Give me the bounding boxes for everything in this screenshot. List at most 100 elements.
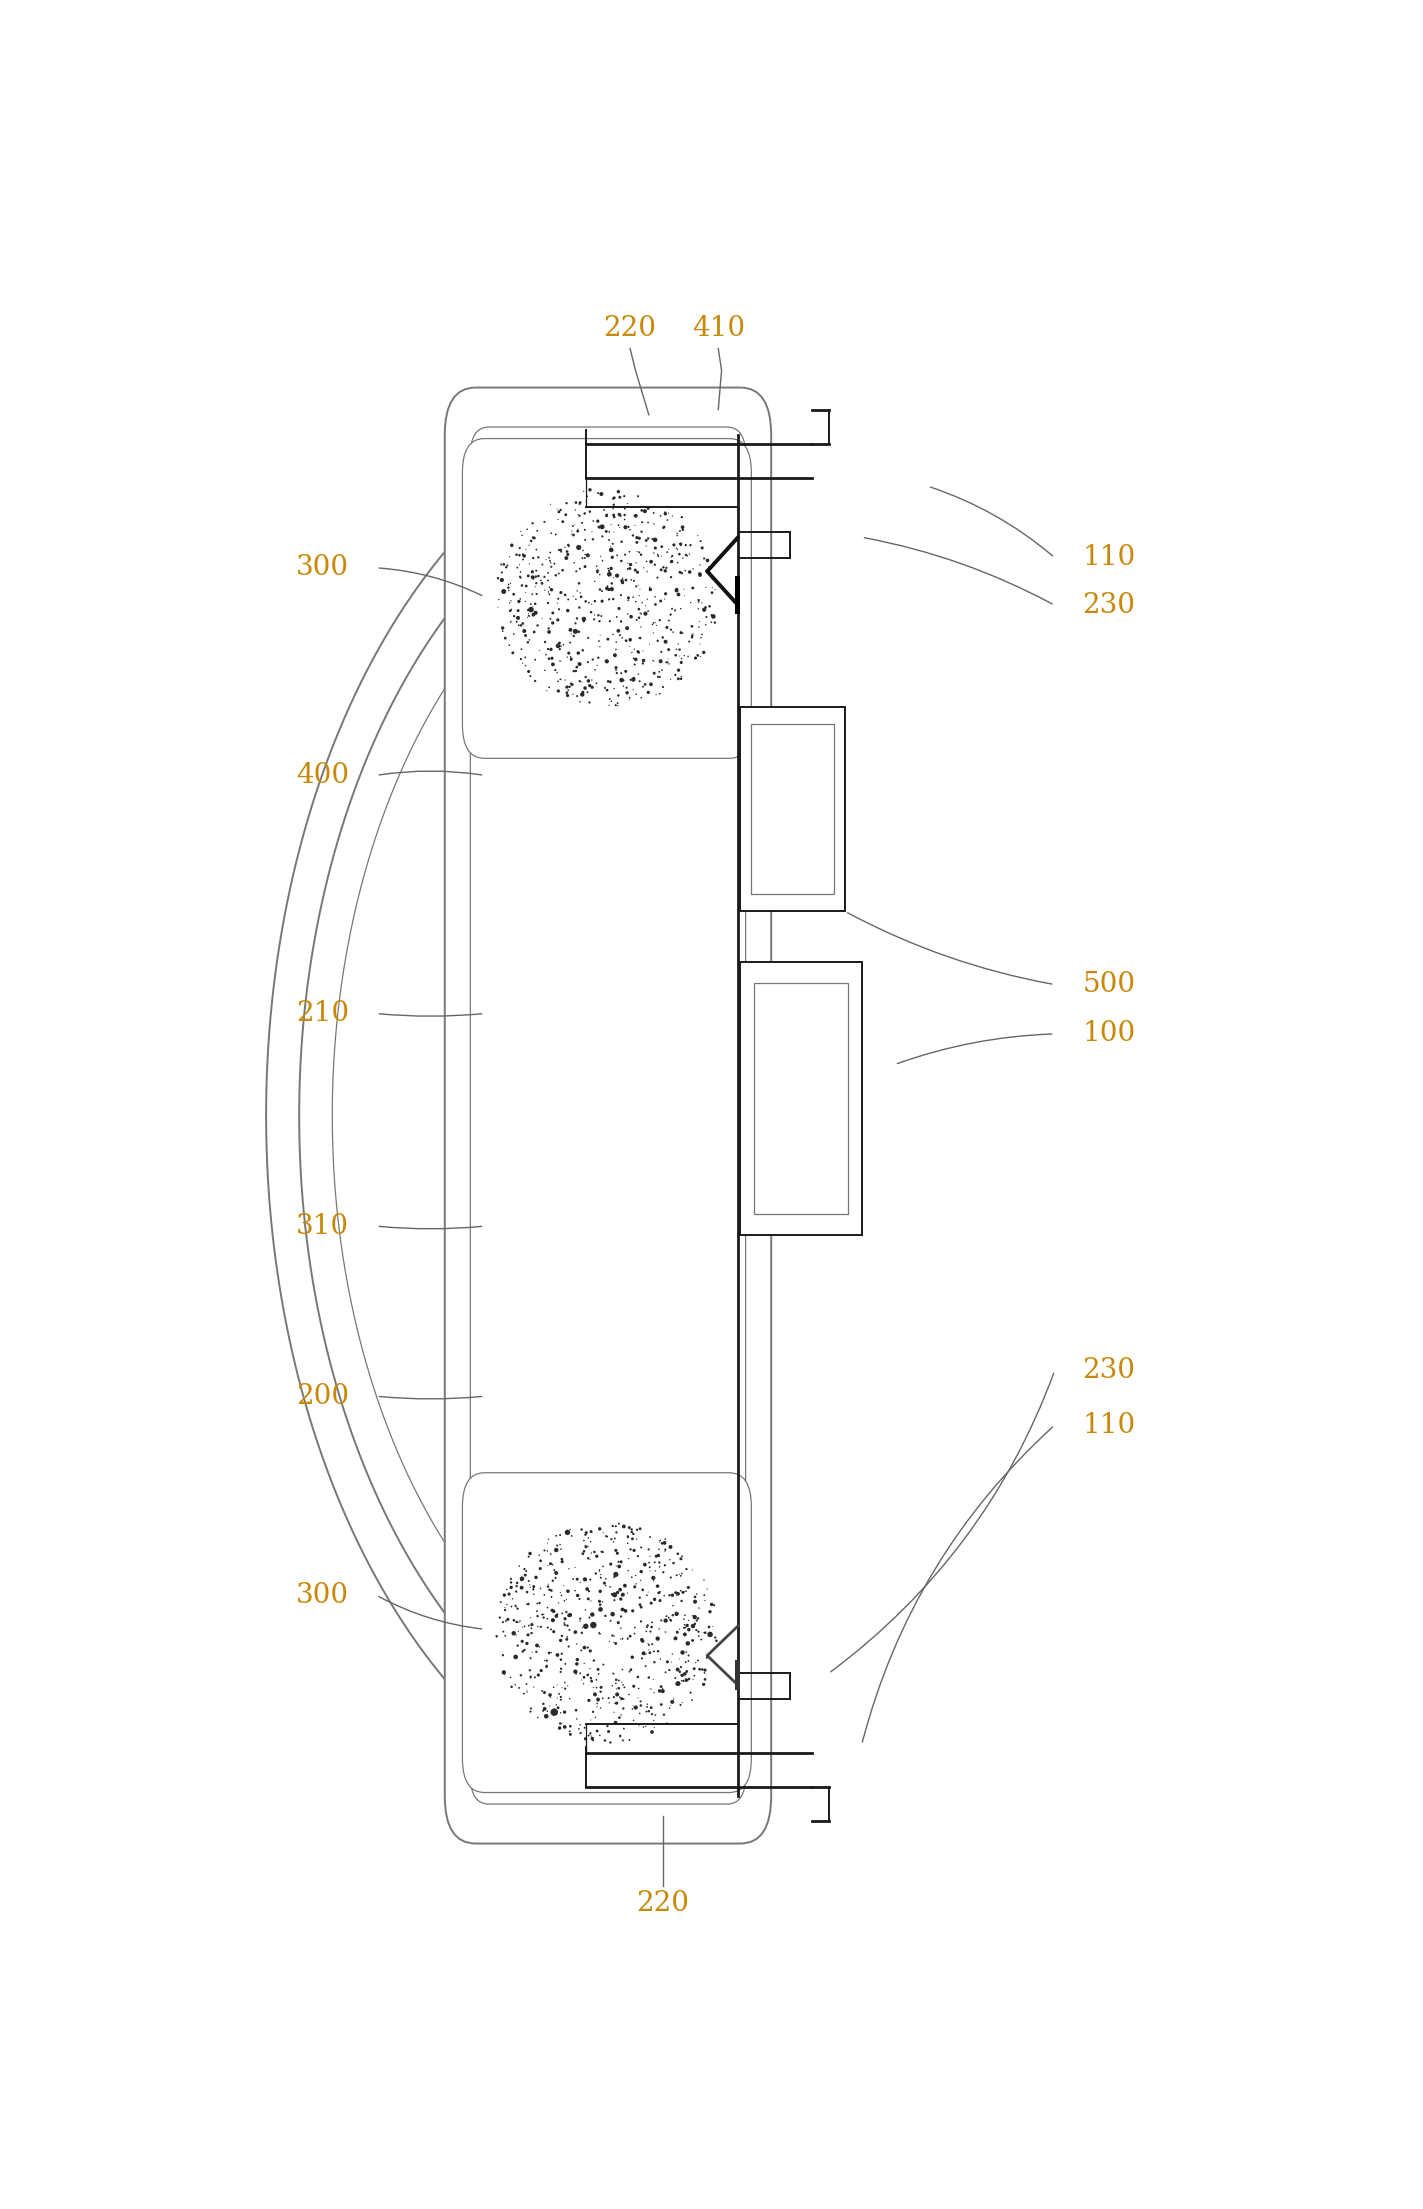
Point: [541, 1575, 564, 1610]
Text: 410: 410: [692, 314, 744, 342]
Point: [598, 1685, 620, 1721]
Point: [487, 590, 509, 625]
Point: [696, 1639, 719, 1674]
Text: 110: 110: [1081, 543, 1136, 572]
Point: [564, 605, 586, 641]
Point: [591, 583, 613, 619]
Point: [608, 590, 630, 625]
Point: [588, 557, 610, 592]
Point: [554, 1606, 576, 1641]
Point: [534, 1533, 556, 1568]
Point: [505, 1617, 528, 1652]
Point: [497, 570, 519, 605]
Point: [666, 1557, 689, 1593]
Point: [542, 1602, 565, 1637]
Point: [548, 1710, 571, 1745]
Point: [498, 585, 521, 621]
Point: [538, 669, 561, 705]
Point: [686, 1643, 709, 1679]
Point: [556, 537, 579, 572]
Point: [602, 497, 625, 532]
Point: [670, 1657, 693, 1692]
Point: [538, 1635, 561, 1670]
Point: [586, 1683, 609, 1719]
Point: [620, 561, 643, 596]
Point: [598, 687, 620, 722]
Point: [539, 632, 562, 667]
Point: [589, 1560, 612, 1595]
Point: [519, 1599, 542, 1635]
Point: [636, 490, 659, 526]
Point: [689, 1652, 712, 1688]
Point: [555, 541, 578, 577]
Point: [558, 528, 581, 563]
Point: [581, 1597, 603, 1632]
Point: [529, 563, 552, 599]
Point: [579, 1542, 602, 1577]
Point: [546, 1597, 569, 1632]
Point: [589, 1586, 612, 1621]
Point: [514, 1632, 536, 1668]
Point: [515, 1586, 538, 1621]
Point: [508, 530, 531, 566]
Point: [616, 596, 639, 632]
Point: [633, 594, 656, 630]
Point: [541, 1635, 564, 1670]
Point: [585, 1555, 608, 1590]
Point: [643, 548, 666, 583]
Point: [702, 599, 724, 634]
Point: [616, 610, 639, 645]
Point: [558, 1613, 581, 1648]
Point: [605, 656, 628, 691]
Point: [528, 632, 551, 667]
Point: [677, 623, 700, 658]
Point: [677, 1663, 700, 1699]
Point: [509, 607, 532, 643]
Point: [559, 612, 582, 647]
Point: [643, 506, 666, 541]
Point: [652, 1674, 675, 1710]
Point: [549, 1681, 572, 1716]
Point: [670, 1540, 693, 1575]
Point: [650, 552, 673, 588]
Point: [546, 1529, 569, 1564]
Point: [589, 1593, 612, 1628]
Point: [575, 1515, 598, 1551]
Point: [512, 614, 535, 649]
Point: [618, 683, 640, 718]
Point: [599, 1568, 622, 1604]
Point: [511, 645, 534, 680]
Point: [679, 585, 702, 621]
Point: [514, 1557, 536, 1593]
Point: [572, 601, 595, 636]
Point: [534, 652, 556, 687]
Point: [517, 654, 539, 689]
Point: [499, 592, 522, 627]
Point: [591, 1535, 613, 1571]
Point: [591, 519, 613, 554]
Point: [666, 1575, 689, 1610]
Point: [666, 1652, 689, 1688]
Point: [554, 1694, 576, 1730]
Point: [652, 550, 675, 585]
Point: [536, 563, 559, 599]
Point: [579, 594, 602, 630]
Point: [576, 479, 599, 515]
Point: [599, 506, 622, 541]
Point: [505, 1604, 528, 1639]
Point: [572, 1666, 595, 1701]
Point: [499, 1564, 522, 1599]
Point: [601, 683, 623, 718]
Point: [572, 603, 595, 638]
Point: [689, 524, 712, 559]
Point: [609, 1621, 632, 1657]
Point: [629, 572, 652, 607]
Point: [601, 572, 623, 607]
Point: [665, 1661, 687, 1697]
Point: [536, 1602, 559, 1637]
Point: [568, 663, 591, 698]
Point: [667, 537, 690, 572]
Point: [605, 1549, 628, 1584]
Point: [549, 660, 572, 696]
Point: [616, 1621, 639, 1657]
